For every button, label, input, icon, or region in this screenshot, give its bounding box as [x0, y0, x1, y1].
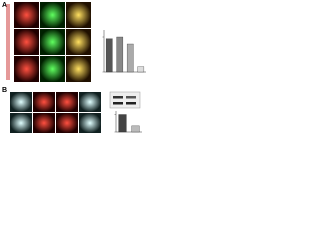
bar [137, 66, 145, 73]
western-blot [109, 91, 141, 109]
bar [118, 114, 127, 133]
panel-label: B [2, 87, 7, 94]
bar [105, 38, 113, 73]
panel-label: A [2, 2, 7, 9]
bar [131, 125, 140, 133]
micrographs-a [6, 2, 91, 82]
bar [126, 43, 134, 73]
figure: A B [2, 2, 146, 133]
bar [116, 36, 124, 73]
micrographs-b [10, 92, 101, 133]
